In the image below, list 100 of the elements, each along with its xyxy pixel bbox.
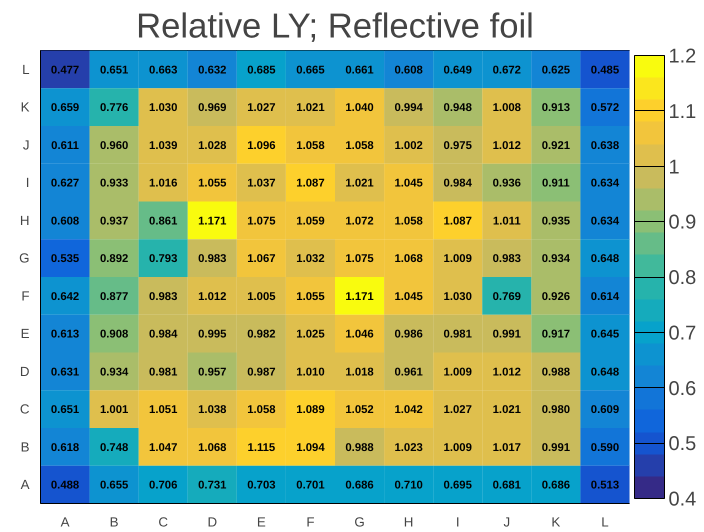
y-tick-label: H (20, 212, 30, 228)
y-tick-label: K (20, 100, 30, 115)
data-label: 0.665 (296, 64, 325, 76)
data-label: 1.058 (296, 140, 325, 152)
data-label: 0.935 (542, 215, 570, 228)
y-tick-label: C (20, 402, 30, 417)
y-tick-label: G (19, 250, 30, 266)
data-label: 1.055 (198, 178, 226, 190)
data-label: 1.045 (394, 178, 423, 190)
x-tick-label: F (306, 514, 315, 530)
data-label: 1.055 (296, 290, 325, 303)
y-tick-label: A (20, 477, 30, 492)
data-label: 0.513 (590, 480, 620, 492)
data-label: 0.706 (149, 480, 178, 492)
data-label: 1.094 (296, 442, 326, 454)
color-bar-label: 0.5 (668, 433, 696, 456)
data-label: 1.008 (492, 102, 521, 114)
data-label: 0.672 (492, 64, 521, 76)
data-label: 0.769 (492, 290, 521, 303)
data-label: 0.986 (394, 328, 423, 341)
x-tick-label: C (158, 514, 168, 530)
data-label: 0.975 (444, 140, 472, 152)
data-label: 0.995 (198, 328, 226, 341)
y-tick-label: L (22, 62, 30, 77)
data-label: 0.991 (492, 328, 521, 341)
data-label: 1.021 (492, 404, 521, 416)
data-label: 1.038 (198, 404, 226, 416)
data-label: 0.748 (100, 442, 128, 454)
data-label: 0.642 (50, 290, 80, 303)
color-bar-label: 0.8 (668, 267, 696, 289)
data-label: 0.681 (492, 480, 521, 492)
data-label: 0.936 (492, 178, 521, 190)
data-label: 0.994 (394, 102, 424, 114)
data-label: 1.096 (247, 140, 276, 152)
data-label: 1.002 (394, 140, 423, 152)
data-label: 0.634 (590, 178, 620, 190)
data-label: 1.012 (198, 290, 226, 303)
color-bar-label: 0.7 (668, 322, 696, 344)
data-label: 1.005 (247, 290, 276, 303)
data-label: 0.960 (100, 140, 128, 152)
data-label: 0.988 (345, 442, 374, 454)
x-tick-label: D (207, 514, 218, 530)
data-label: 0.659 (50, 102, 80, 114)
x-tick-label: H (404, 514, 414, 530)
data-label: 0.948 (444, 102, 472, 114)
y-tick-label: B (20, 439, 30, 454)
data-label: 0.969 (198, 102, 226, 114)
data-label: 1.058 (247, 404, 276, 416)
data-label: 0.651 (50, 404, 80, 416)
data-label: 0.661 (345, 64, 374, 76)
data-label: 0.634 (590, 215, 620, 228)
data-label: 0.655 (100, 480, 128, 492)
data-label: 1.059 (296, 215, 325, 228)
data-label: 1.010 (296, 366, 325, 378)
x-tick-label: A (60, 514, 70, 530)
data-label: 1.018 (345, 366, 374, 378)
data-label: 0.614 (590, 290, 620, 303)
data-label: 0.987 (247, 366, 276, 378)
data-label: 0.983 (198, 253, 226, 266)
x-tick-label: G (354, 514, 365, 530)
data-label: 0.638 (590, 140, 620, 152)
y-tick-label: E (20, 326, 30, 342)
data-label: 0.477 (50, 64, 80, 76)
data-label: 1.089 (296, 404, 325, 416)
data-label: 0.933 (100, 178, 128, 190)
color-bar-label: 0.9 (668, 212, 696, 234)
data-label: 1.012 (492, 140, 521, 152)
data-label: 1.016 (149, 178, 178, 190)
data-label: 1.037 (247, 178, 276, 190)
data-label: 1.058 (394, 215, 423, 228)
data-label: 0.911 (542, 178, 570, 190)
data-label: 1.028 (198, 140, 226, 152)
y-tick-label: J (22, 137, 30, 152)
data-label: 0.934 (100, 366, 129, 378)
x-tick-label: B (110, 514, 119, 530)
data-label: 0.608 (394, 64, 423, 76)
x-tick-label: E (256, 514, 266, 530)
data-label: 1.067 (247, 253, 276, 266)
data-label: 0.957 (198, 366, 226, 378)
x-tick-label: J (503, 514, 510, 530)
data-label: 1.012 (492, 366, 521, 378)
y-tick-label: D (20, 364, 30, 379)
data-label: 0.988 (542, 366, 570, 378)
data-label: 1.039 (149, 140, 178, 152)
data-label: 0.685 (247, 64, 276, 76)
data-label: 1.017 (492, 442, 521, 454)
x-tick-label: K (551, 514, 560, 530)
data-label: 1.021 (296, 102, 325, 114)
data-label: 0.618 (50, 442, 80, 454)
data-label: 1.009 (444, 366, 472, 378)
data-label: 0.981 (149, 366, 178, 378)
data-label: 1.021 (345, 178, 374, 190)
data-label: 0.937 (100, 215, 128, 228)
data-label: 0.710 (394, 480, 423, 492)
color-bar-label: 1.1 (668, 100, 696, 123)
x-tick-label: I (456, 514, 460, 530)
data-label: 1.030 (444, 290, 472, 303)
data-label: 0.631 (50, 366, 80, 378)
data-label: 1.075 (345, 253, 374, 266)
data-label: 0.648 (590, 253, 620, 266)
